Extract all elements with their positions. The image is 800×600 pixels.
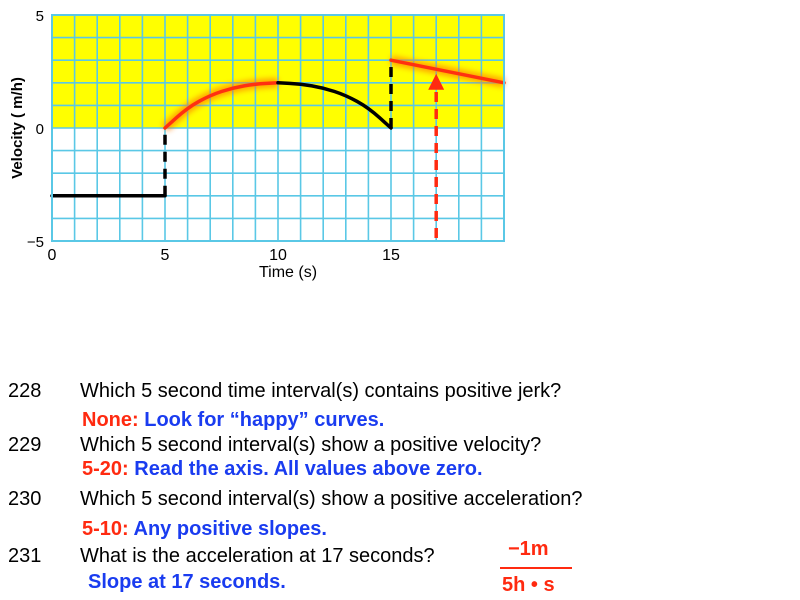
answer-explanation: Read the axis. All values above zero. — [128, 458, 483, 480]
question-230: 230 Which 5 second interval(s) show a po… — [0, 488, 800, 518]
question-number: 228 — [8, 380, 42, 402]
question-text: Which 5 second time interval(s) contains… — [80, 380, 562, 402]
question-text: Which 5 second interval(s) show a positi… — [80, 488, 583, 510]
fraction-denominator: 5h • s — [502, 574, 555, 596]
question-text: What is the acceleration at 17 seconds? — [80, 545, 435, 567]
series-linear-decrease — [389, 58, 506, 85]
annotation-arrow-head — [428, 73, 445, 90]
answer-230: 5-10: Any positive slopes. — [82, 518, 327, 541]
question-231: 231 What is the acceleration at 17 secon… — [0, 545, 800, 575]
x-tick-label: 10 — [269, 247, 287, 264]
answer-key: 5-20: — [82, 458, 129, 480]
plot-frame — [51, 14, 505, 242]
series-falling-arc — [276, 81, 393, 130]
series-rising-arc — [163, 81, 280, 130]
question-number: 229 — [8, 434, 42, 456]
x-tick-label: 15 — [382, 247, 400, 264]
fraction-bar — [500, 567, 572, 569]
y-tick-label: 5 — [36, 8, 44, 25]
answer-231: Slope at 17 seconds. — [88, 571, 286, 594]
answer-explanation: Look for “happy” curves. — [138, 409, 385, 431]
question-text: Which 5 second interval(s) show a positi… — [80, 434, 542, 456]
answer-228: None: Look for “happy” curves. — [82, 409, 384, 432]
answer-explanation: Slope at 17 seconds. — [88, 571, 286, 593]
acceleration-fraction: −1m 5h • s — [500, 538, 574, 600]
y-tick-label: −5 — [27, 234, 44, 251]
question-number: 231 — [8, 545, 42, 567]
y-axis-label: Velocity ( m/h) — [9, 77, 26, 179]
answer-key: None: — [82, 409, 139, 431]
fraction-numerator: −1m — [508, 538, 549, 560]
x-axis-label: Time (s) — [259, 264, 317, 281]
y-tick-label: 0 — [36, 121, 44, 138]
question-229: 229 Which 5 second interval(s) show a po… — [0, 434, 800, 464]
answer-key: 5-10: — [82, 518, 129, 540]
x-tick-label: 0 — [48, 247, 57, 264]
answer-explanation: Any positive slopes. — [128, 518, 327, 540]
answer-229: 5-20: Read the axis. All values above ze… — [82, 458, 483, 481]
x-tick-label: 5 — [161, 247, 170, 264]
question-228: 228 Which 5 second time interval(s) cont… — [0, 380, 800, 410]
question-number: 230 — [8, 488, 42, 510]
